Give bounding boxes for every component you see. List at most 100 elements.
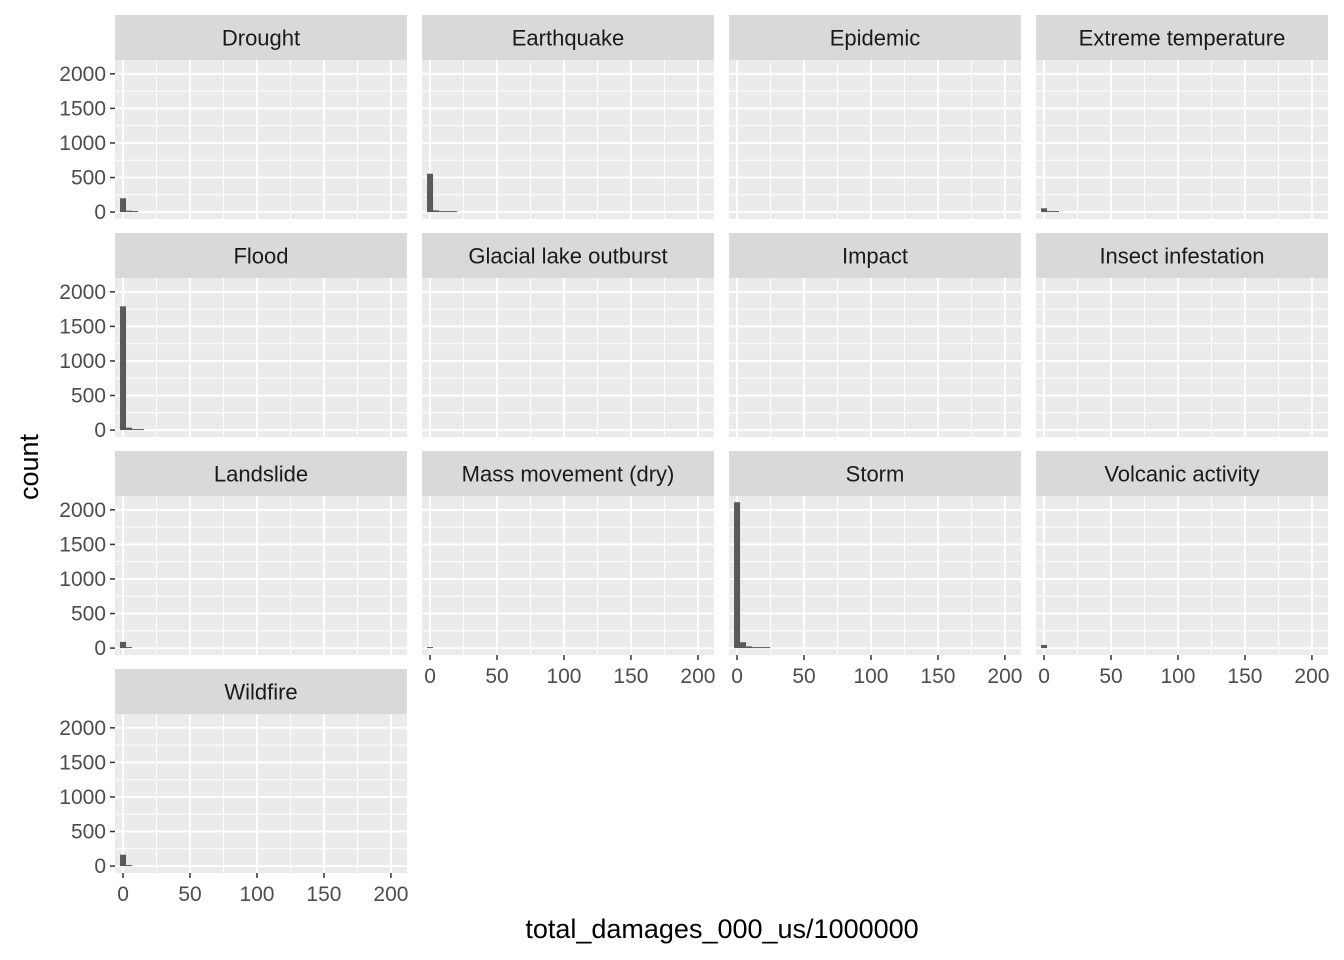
y-tick-label: 2000 xyxy=(59,281,106,304)
x-tick-label: 200 xyxy=(1294,665,1329,688)
facet-strip-label: Glacial lake outburst xyxy=(468,244,667,269)
x-tick-label: 100 xyxy=(546,665,581,688)
histogram-bar xyxy=(734,502,741,649)
y-tick-label: 500 xyxy=(71,167,106,190)
panel-background xyxy=(115,278,407,437)
facet-strip-label: Flood xyxy=(233,244,288,269)
histogram-bar xyxy=(120,306,127,431)
x-tick-label: 50 xyxy=(1099,665,1122,688)
facet-strip-label: Earthquake xyxy=(512,26,625,51)
facet-strip xyxy=(1036,233,1328,278)
histogram-bar xyxy=(439,211,446,213)
facet-strip xyxy=(422,233,714,278)
x-tick-label: 200 xyxy=(373,883,408,906)
y-tick-label: 1500 xyxy=(59,97,106,120)
x-tick-label: 0 xyxy=(424,665,436,688)
facet-panel-volcanic-activity: Volcanic activity 0 50 100 150 200 xyxy=(1036,451,1329,688)
facet-strip-label: Extreme temperature xyxy=(1079,26,1286,51)
y-tick-label: 500 xyxy=(71,385,106,408)
histogram-bar xyxy=(138,429,145,431)
facet-strip xyxy=(729,15,1021,60)
histogram-bar xyxy=(758,647,765,649)
facet-panel-mass-movement-dry: Mass movement (dry) 0 50 100 150 200 xyxy=(422,451,715,688)
x-tick-label: 0 xyxy=(1038,665,1050,688)
facet-strip xyxy=(422,451,714,496)
facet-panel-flood: Flood 0 500 1000 1500 2000 xyxy=(59,233,407,442)
y-tick-label: 0 xyxy=(94,419,106,442)
histogram-bar xyxy=(1053,211,1060,213)
histogram-bar xyxy=(120,198,127,213)
x-tick-label: 0 xyxy=(731,665,743,688)
panel-background xyxy=(422,60,714,219)
x-tick-label: 100 xyxy=(1160,665,1195,688)
facet-panel-epidemic: Epidemic xyxy=(729,15,1021,219)
x-tick-label: 150 xyxy=(1227,665,1262,688)
histogram-bar xyxy=(1047,211,1054,213)
facet-strip xyxy=(115,451,407,496)
x-tick-label: 50 xyxy=(178,883,201,906)
facet-strip-label: Storm xyxy=(846,462,905,487)
histogram-bar xyxy=(132,211,139,213)
facet-panel-storm: Storm 0 50 100 150 200 xyxy=(729,451,1022,688)
facet-strip xyxy=(729,451,1021,496)
y-tick-label: 1000 xyxy=(59,350,106,373)
panel-background xyxy=(422,496,714,655)
y-tick-label: 1000 xyxy=(59,786,106,809)
panel-background xyxy=(115,496,407,655)
panel-background xyxy=(1036,60,1328,219)
histogram-bar xyxy=(433,210,440,213)
facet-strip-label: Drought xyxy=(222,26,300,51)
y-tick-label: 0 xyxy=(94,855,106,878)
y-tick-label: 0 xyxy=(94,201,106,224)
facet-panel-insect-infestation: Insect infestation xyxy=(1036,233,1328,437)
y-tick-label: 1000 xyxy=(59,132,106,155)
histogram-bar xyxy=(1041,208,1048,213)
histogram-bar xyxy=(427,647,434,649)
panel-background xyxy=(115,60,407,219)
histogram-bar xyxy=(126,427,133,431)
histogram-bar xyxy=(126,210,133,213)
facet-strip-label: Wildfire xyxy=(224,680,297,705)
facet-strip xyxy=(115,233,407,278)
facet-strip xyxy=(115,669,407,714)
facet-strip xyxy=(422,15,714,60)
facet-panel-impact: Impact xyxy=(729,233,1021,437)
y-tick-label: 1500 xyxy=(59,751,106,774)
panel-background xyxy=(422,278,714,437)
facet-panel-earthquake: Earthquake xyxy=(422,15,714,219)
y-tick-label: 1000 xyxy=(59,568,106,591)
y-tick-label: 1500 xyxy=(59,315,106,338)
panel-background xyxy=(1036,496,1328,655)
x-tick-label: 200 xyxy=(680,665,715,688)
facet-strip-label: Impact xyxy=(842,244,908,269)
panel-background xyxy=(115,714,407,873)
y-tick-label: 500 xyxy=(71,603,106,626)
x-tick-label: 150 xyxy=(613,665,648,688)
histogram-bar xyxy=(740,642,747,649)
facet-strip-label: Landslide xyxy=(214,462,308,487)
y-tick-label: 500 xyxy=(71,821,106,844)
histogram-bar xyxy=(451,211,458,213)
facet-panel-wildfire: Wildfire 0 500 1000 1500 2000 0 50 100 150 200 xyxy=(59,669,408,906)
facet-panel-drought: Drought 0 500 1000 1500 2000 xyxy=(59,15,407,224)
histogram-bar xyxy=(120,641,127,649)
histogram-bar xyxy=(746,646,753,649)
histogram-bar xyxy=(427,173,434,213)
x-tick-label: 100 xyxy=(239,883,274,906)
facet-panel-glacial-lake-outburst: Glacial lake outburst xyxy=(422,233,714,437)
histogram-bar xyxy=(445,211,452,213)
panel-background xyxy=(729,496,1021,655)
histogram-bar xyxy=(132,429,139,431)
y-tick-label: 1500 xyxy=(59,533,106,556)
panel-background xyxy=(1036,278,1328,437)
y-axis-title: count xyxy=(14,433,44,500)
histogram-bar xyxy=(120,854,127,867)
facet-strip-label: Epidemic xyxy=(830,26,920,51)
facet-strip xyxy=(115,15,407,60)
panel-background xyxy=(729,278,1021,437)
facet-strip-label: Volcanic activity xyxy=(1104,462,1259,487)
x-tick-label: 0 xyxy=(117,883,129,906)
x-tick-label: 150 xyxy=(306,883,341,906)
